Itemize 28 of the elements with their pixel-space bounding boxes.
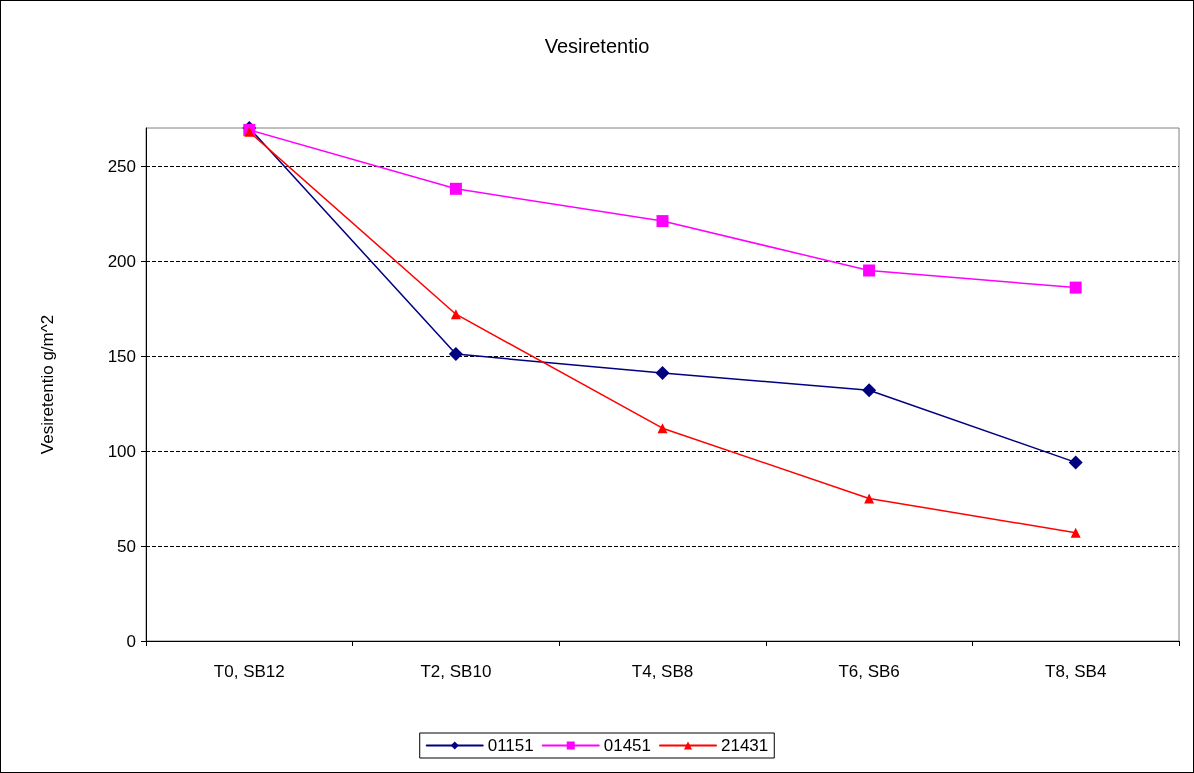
point [450, 309, 461, 320]
y-axis-title: Vesiretentio g/m^2 [38, 314, 57, 455]
x-tick-label: T6, SB6 [838, 662, 900, 681]
point [657, 423, 668, 434]
x-tick-label: T2, SB10 [420, 662, 492, 681]
x-tick-label: T8, SB4 [1044, 662, 1107, 681]
legend-label: 01151 [487, 736, 534, 755]
point [1068, 455, 1083, 470]
point [1069, 281, 1082, 294]
x-tick-label: T0, SB12 [213, 662, 285, 681]
y-tick-label: 250 [107, 156, 136, 176]
point [449, 182, 462, 195]
chart-title: Vesiretentio [544, 35, 650, 57]
point [448, 347, 463, 362]
legend-label: 21431 [721, 736, 769, 755]
y-tick-label: 100 [107, 441, 136, 461]
x-tick-label: T4, SB8 [631, 662, 694, 681]
point [863, 264, 876, 277]
point [655, 366, 670, 381]
point [864, 493, 875, 504]
y-tick-label: 150 [107, 346, 136, 366]
y-tick-label: 0 [126, 631, 136, 651]
legend-label: 01451 [603, 736, 652, 755]
y-tick-label: 50 [117, 536, 136, 556]
point [1070, 527, 1081, 538]
point [862, 383, 877, 398]
y-tick-label: 200 [107, 251, 136, 271]
point [656, 215, 669, 228]
